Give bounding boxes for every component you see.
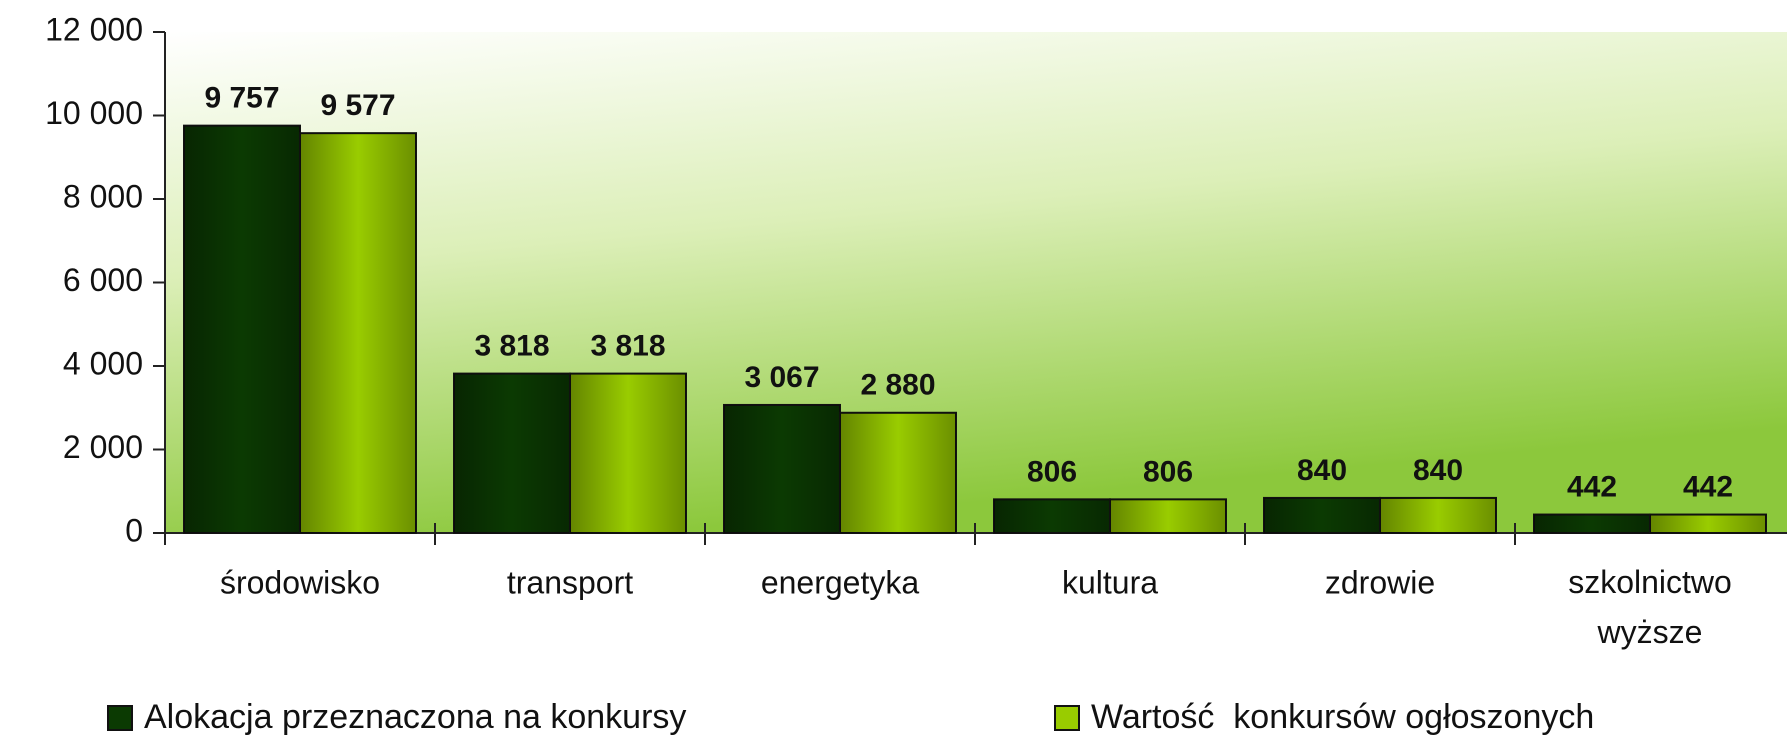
value-label: 442 [1683,470,1733,503]
bar [1109,498,1227,534]
bar [1533,513,1651,535]
value-label: 3 818 [474,330,549,363]
bar [1649,513,1767,535]
x-tick-label: transport [507,564,633,600]
y-tick-label: 2 000 [63,429,143,465]
bar [1263,496,1381,534]
y-tick-label: 4 000 [63,345,143,381]
bar [993,498,1111,534]
value-label: 806 [1027,455,1077,488]
value-label: 2 880 [860,369,935,402]
value-label: 3 067 [744,361,819,394]
bar [569,372,687,535]
y-tick-label: 8 000 [63,178,143,214]
y-tick-label: 6 000 [63,262,143,298]
bar [183,124,301,534]
bar [299,132,417,534]
value-label: 442 [1567,470,1617,503]
legend-label: Alokacja przeznaczona na konkursy [144,698,686,735]
value-label: 840 [1297,454,1347,487]
legend-label: Wartość konkursów ogłoszonych [1091,698,1594,735]
value-label: 9 757 [204,82,279,115]
x-tick-label: szkolnictwo wyższe [1568,564,1732,650]
x-tick-label: zdrowie [1325,564,1435,600]
y-tick-label: 10 000 [45,95,143,131]
legend-swatch [1054,705,1080,731]
x-tick-label: kultura [1062,564,1158,600]
legend-swatch [107,705,133,731]
bar [1379,496,1497,534]
x-tick-label: energetyka [761,564,920,600]
y-tick-label: 12 000 [45,11,143,47]
value-label: 9 577 [320,89,395,122]
y-tick-label: 0 [125,512,143,548]
value-label: 806 [1143,455,1193,488]
value-label: 3 818 [590,330,665,363]
bar [723,403,841,535]
bar [839,411,957,535]
x-tick-label: środowisko [220,564,380,600]
plot-background [166,32,1787,533]
bar [453,372,571,535]
value-label: 840 [1413,454,1463,487]
